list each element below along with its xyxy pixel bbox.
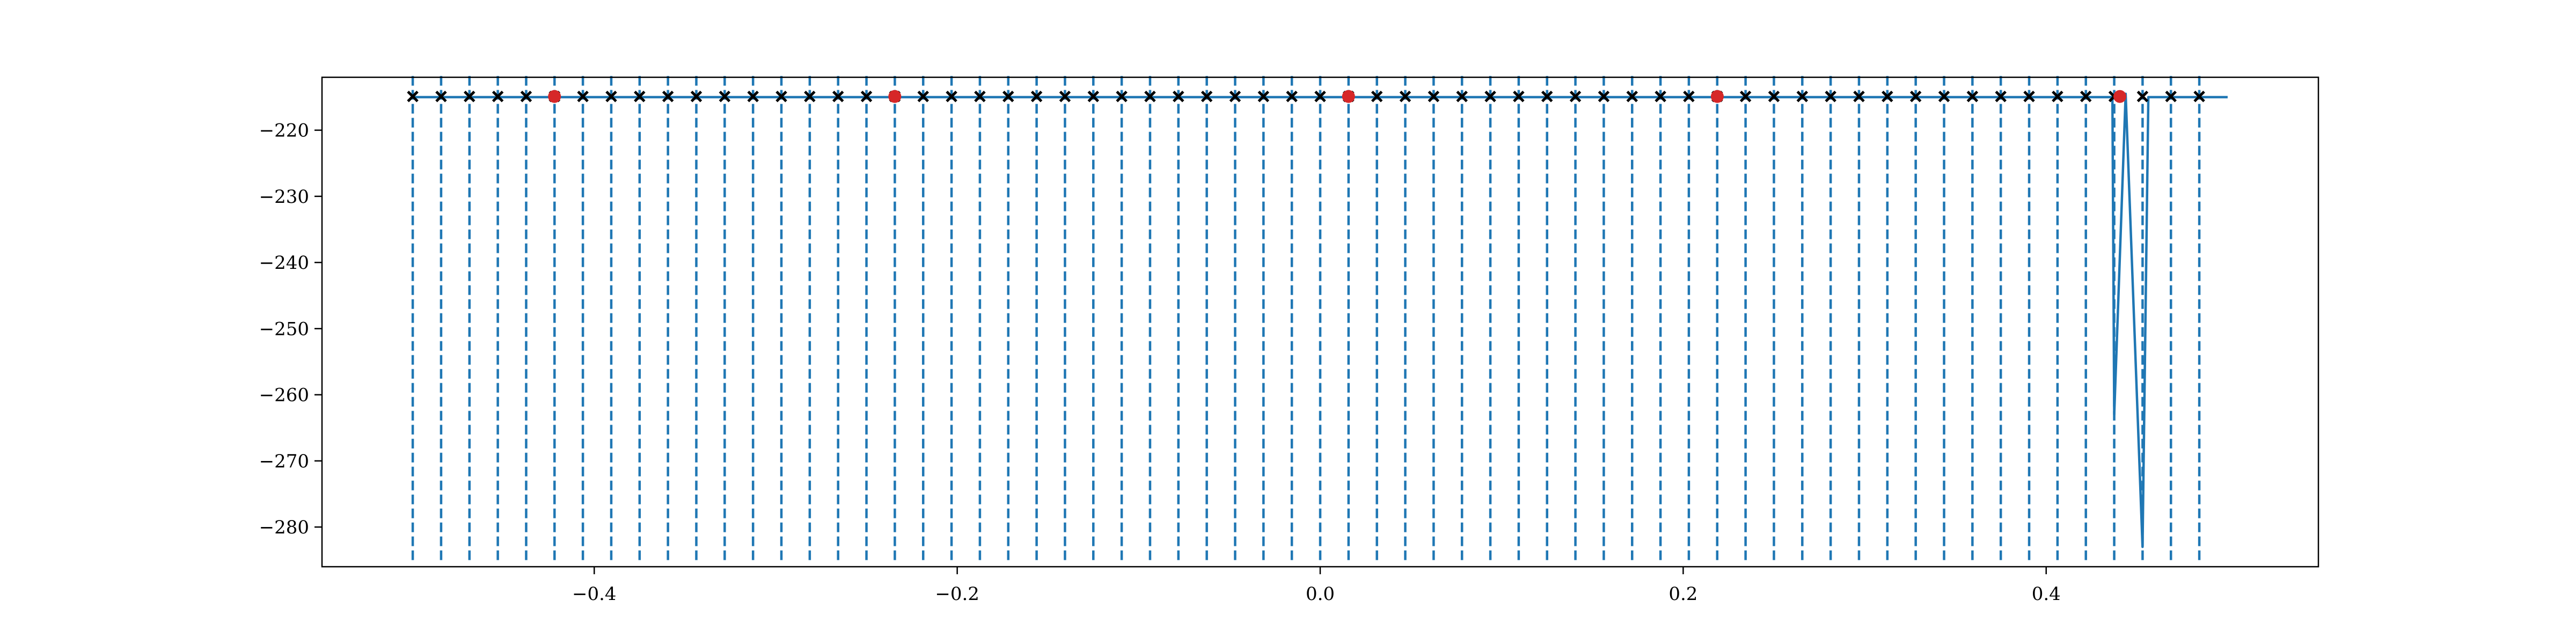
y-tick-label: −230: [259, 186, 309, 208]
x-tick-label: 0.2: [1668, 583, 1697, 605]
y-tick-label: −240: [259, 252, 309, 274]
x-tick-label: 0.0: [1306, 583, 1335, 605]
x-tick-label: −0.2: [935, 583, 979, 605]
red-dot-marker: [2113, 90, 2126, 103]
y-tick-label: −270: [259, 451, 309, 472]
y-tick-label: −250: [259, 318, 309, 340]
y-tick-label: −260: [259, 385, 309, 406]
red-dot-marker: [1342, 90, 1355, 103]
y-tick-label: −220: [259, 120, 309, 142]
y-tick-label: −280: [259, 517, 309, 538]
x-tick-label: −0.4: [572, 583, 617, 605]
red-dot-marker: [548, 90, 561, 103]
red-dot-marker: [888, 90, 901, 103]
red-dot-marker: [1711, 90, 1724, 103]
x-tick-label: 0.4: [2032, 583, 2061, 605]
